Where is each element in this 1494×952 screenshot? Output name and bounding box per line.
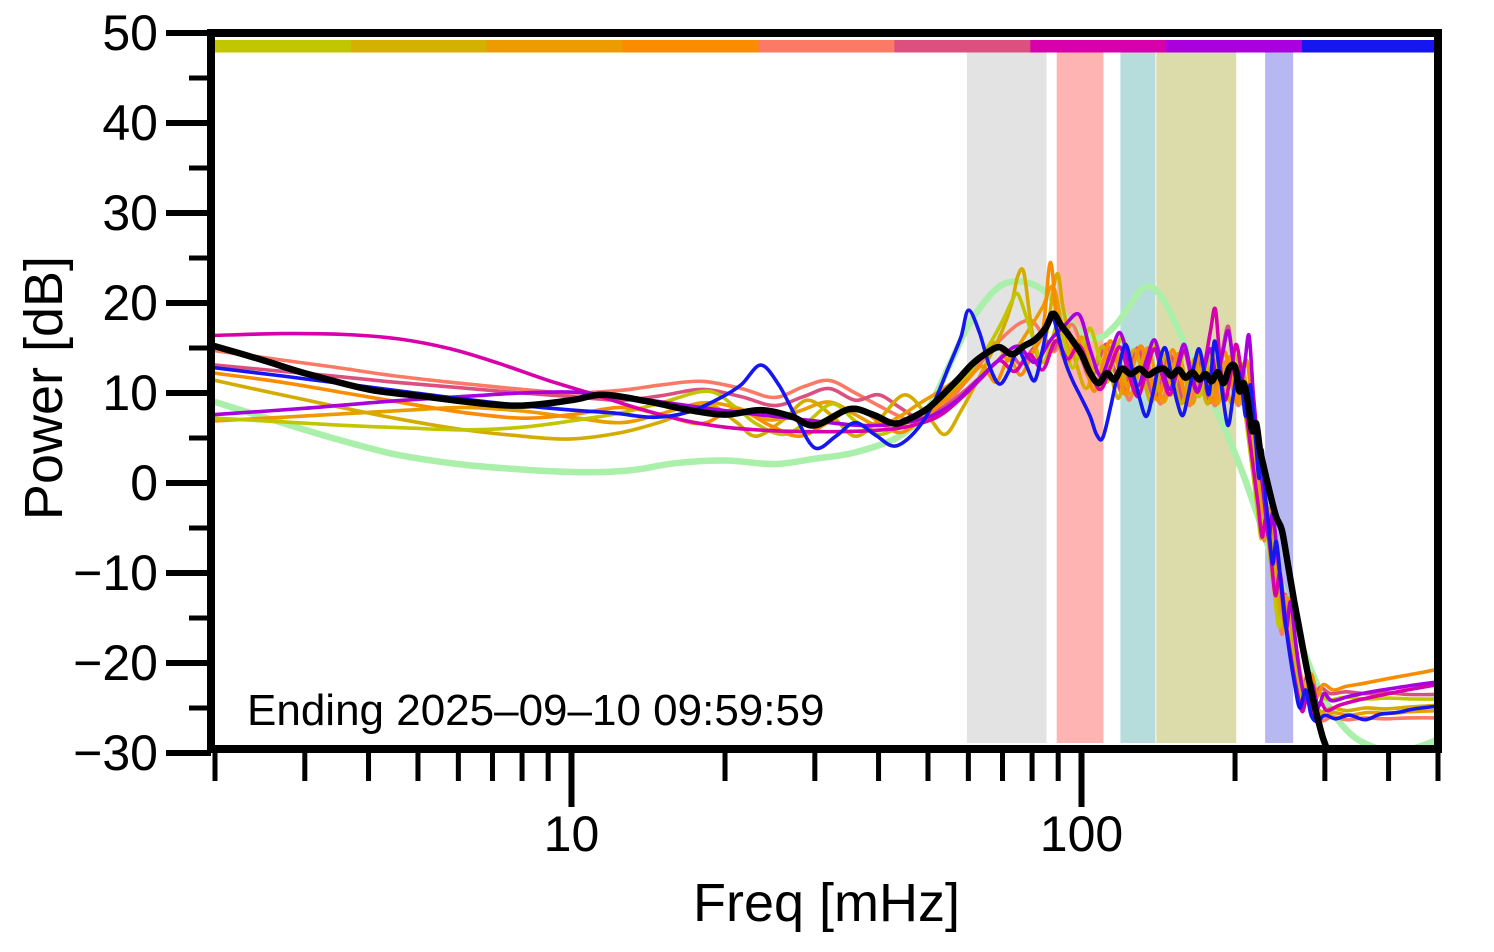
series-salmon [215,318,1438,723]
y-tick-label: 30 [102,185,158,241]
x-tick-label: 10 [544,806,600,862]
time-colorbar-segment [758,40,895,53]
y-tick-label: 50 [102,5,158,61]
time-colorbar-segment [622,40,760,53]
series-gold [215,267,1438,714]
ending-timestamp-annotation: Ending 2025–09–10 09:59:59 [247,686,825,735]
x-axis-title: Freq [mHz] [692,873,961,933]
time-colorbar-segment [1030,40,1167,53]
y-tick-label: −10 [73,545,158,601]
y-tick-label: −20 [73,635,158,691]
time-colorbar-segment [1166,40,1303,53]
time-colorbar-segment [1302,40,1438,53]
x-tick-label: 100 [1040,806,1123,862]
time-colorbar-segment [215,40,352,53]
plot-area [215,40,1438,745]
y-axis-title: Power [dB] [14,255,74,521]
series-orange [215,260,1438,698]
series-purple [215,311,1438,709]
y-tick-label: −30 [73,725,158,781]
y-tick-label: 20 [102,275,158,331]
time-colorbar-segment [486,40,624,53]
y-tick-label: 40 [102,95,158,151]
series-yellow-green [215,291,1438,705]
series-smoothed-background [215,278,1438,745]
time-colorbar-segment [350,40,488,53]
y-tick-label: 10 [102,365,158,421]
band-gray [966,52,1047,743]
time-colorbar-segment [894,40,1031,53]
y-tick-label: 0 [130,455,158,511]
series-blue [215,308,1438,724]
series-mean [215,310,1329,745]
